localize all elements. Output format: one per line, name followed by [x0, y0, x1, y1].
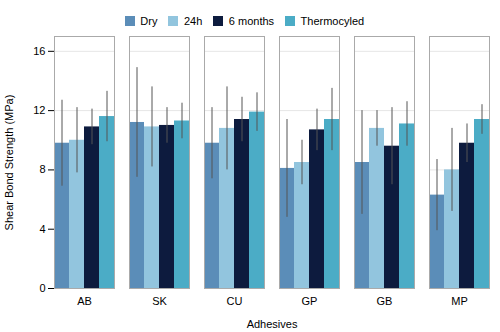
svg-text:GB: GB: [377, 295, 393, 307]
svg-text:0: 0: [39, 282, 45, 294]
svg-text:GP: GP: [302, 295, 318, 307]
svg-text:8: 8: [39, 163, 45, 175]
svg-text:Adhesives: Adhesives: [247, 318, 298, 330]
svg-text:12: 12: [33, 104, 45, 116]
svg-text:4: 4: [39, 223, 45, 235]
svg-text:CU: CU: [227, 295, 243, 307]
html-text:Dry: Dry: [140, 14, 158, 27]
svg-text:Shear Bond Strength (MPa): Shear Bond Strength (MPa): [3, 95, 15, 231]
svg-text:SK: SK: [152, 295, 167, 307]
html-text:Thermocyled: Thermocyled: [300, 14, 365, 27]
svg-text:16: 16: [33, 45, 45, 57]
html-text:24h: 24h: [184, 14, 203, 27]
html-text:6 months: 6 months: [228, 14, 275, 27]
svg-text:MP: MP: [451, 295, 468, 307]
svg-text:AB: AB: [77, 295, 92, 307]
